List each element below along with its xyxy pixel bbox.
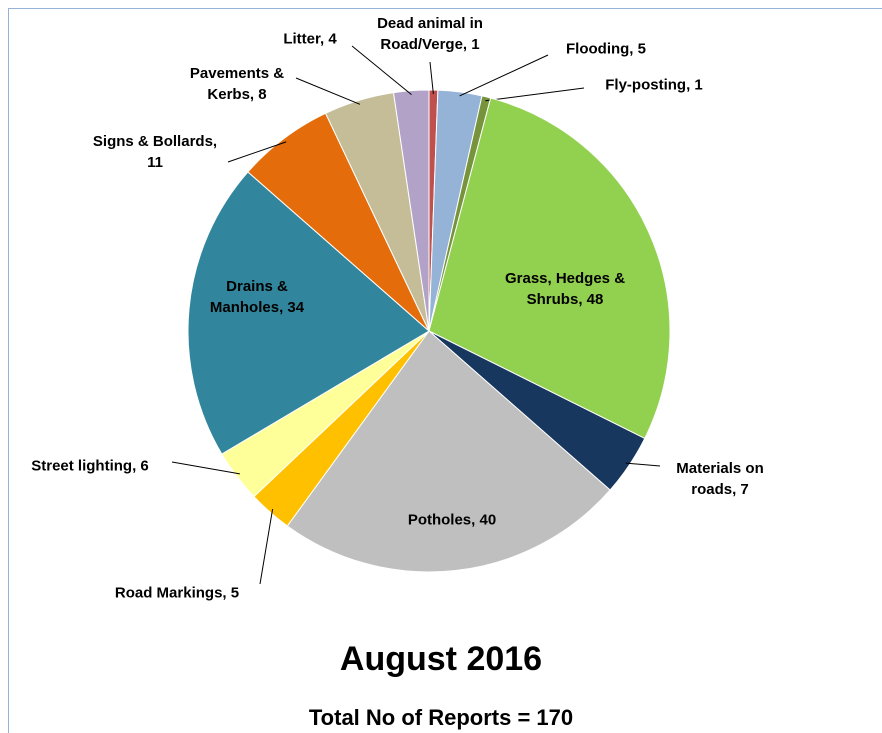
leader-line xyxy=(227,141,287,163)
leader-line xyxy=(625,462,661,467)
leader-line xyxy=(351,45,412,96)
leader-line xyxy=(459,54,549,97)
chart-subtitle: Total No of Reports = 170 xyxy=(308,705,574,730)
data-label: Street lighting, 6 xyxy=(31,457,149,475)
leader-line xyxy=(259,508,274,585)
data-label: Potholes, 40 xyxy=(407,511,497,529)
leader-line xyxy=(485,87,585,102)
pie-slice xyxy=(392,89,430,332)
data-label: Materials on roads, 7 xyxy=(676,460,764,498)
leader-line xyxy=(295,77,361,105)
frame xyxy=(8,8,882,733)
data-label: Fly-posting, 1 xyxy=(605,76,703,94)
data-label: Pavements & Kerbs, 8 xyxy=(189,65,285,103)
pie-slice xyxy=(428,97,671,440)
data-label: Road Markings, 5 xyxy=(114,584,240,602)
pie-slice xyxy=(187,171,430,455)
data-label: Grass, Hedges & Shrubs, 48 xyxy=(504,270,626,308)
data-label: Litter, 4 xyxy=(283,30,337,48)
data-label: Drains & Manholes, 34 xyxy=(209,278,305,316)
data-label: Dead animal in Road/Verge, 1 xyxy=(377,15,483,53)
data-label: Flooding, 5 xyxy=(566,40,646,58)
pie-slice xyxy=(286,330,611,573)
data-label: Signs & Bollards, 11 xyxy=(92,133,218,171)
leader-line xyxy=(171,461,240,475)
leader-line xyxy=(429,61,434,95)
chart-title: August 2016 xyxy=(339,640,543,678)
